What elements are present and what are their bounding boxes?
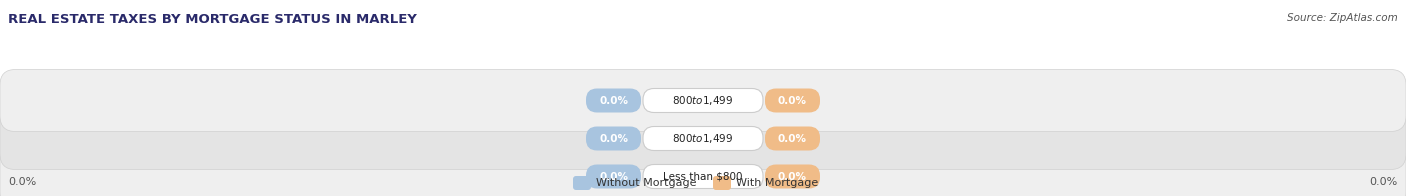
Text: $800 to $1,499: $800 to $1,499 [672,132,734,145]
FancyBboxPatch shape [0,70,1406,132]
FancyBboxPatch shape [586,89,641,113]
FancyBboxPatch shape [643,89,763,113]
Text: 0.0%: 0.0% [599,172,628,181]
FancyBboxPatch shape [0,107,1406,170]
Text: REAL ESTATE TAXES BY MORTGAGE STATUS IN MARLEY: REAL ESTATE TAXES BY MORTGAGE STATUS IN … [8,13,416,26]
Text: Without Mortgage: Without Mortgage [596,178,696,188]
Text: $800 to $1,499: $800 to $1,499 [672,94,734,107]
Text: 0.0%: 0.0% [8,177,37,187]
Text: 0.0%: 0.0% [599,95,628,105]
FancyBboxPatch shape [765,164,820,189]
FancyBboxPatch shape [713,176,731,190]
FancyBboxPatch shape [0,145,1406,196]
Text: 0.0%: 0.0% [778,95,807,105]
Text: 0.0%: 0.0% [1369,177,1398,187]
Text: 0.0%: 0.0% [778,133,807,143]
FancyBboxPatch shape [643,164,763,189]
FancyBboxPatch shape [765,126,820,151]
Text: 0.0%: 0.0% [778,172,807,181]
FancyBboxPatch shape [643,126,763,151]
Text: Less than $800: Less than $800 [664,172,742,181]
FancyBboxPatch shape [586,164,641,189]
Text: Source: ZipAtlas.com: Source: ZipAtlas.com [1288,13,1398,23]
Text: 0.0%: 0.0% [599,133,628,143]
FancyBboxPatch shape [574,176,591,190]
Text: With Mortgage: With Mortgage [735,178,818,188]
FancyBboxPatch shape [765,89,820,113]
FancyBboxPatch shape [586,126,641,151]
